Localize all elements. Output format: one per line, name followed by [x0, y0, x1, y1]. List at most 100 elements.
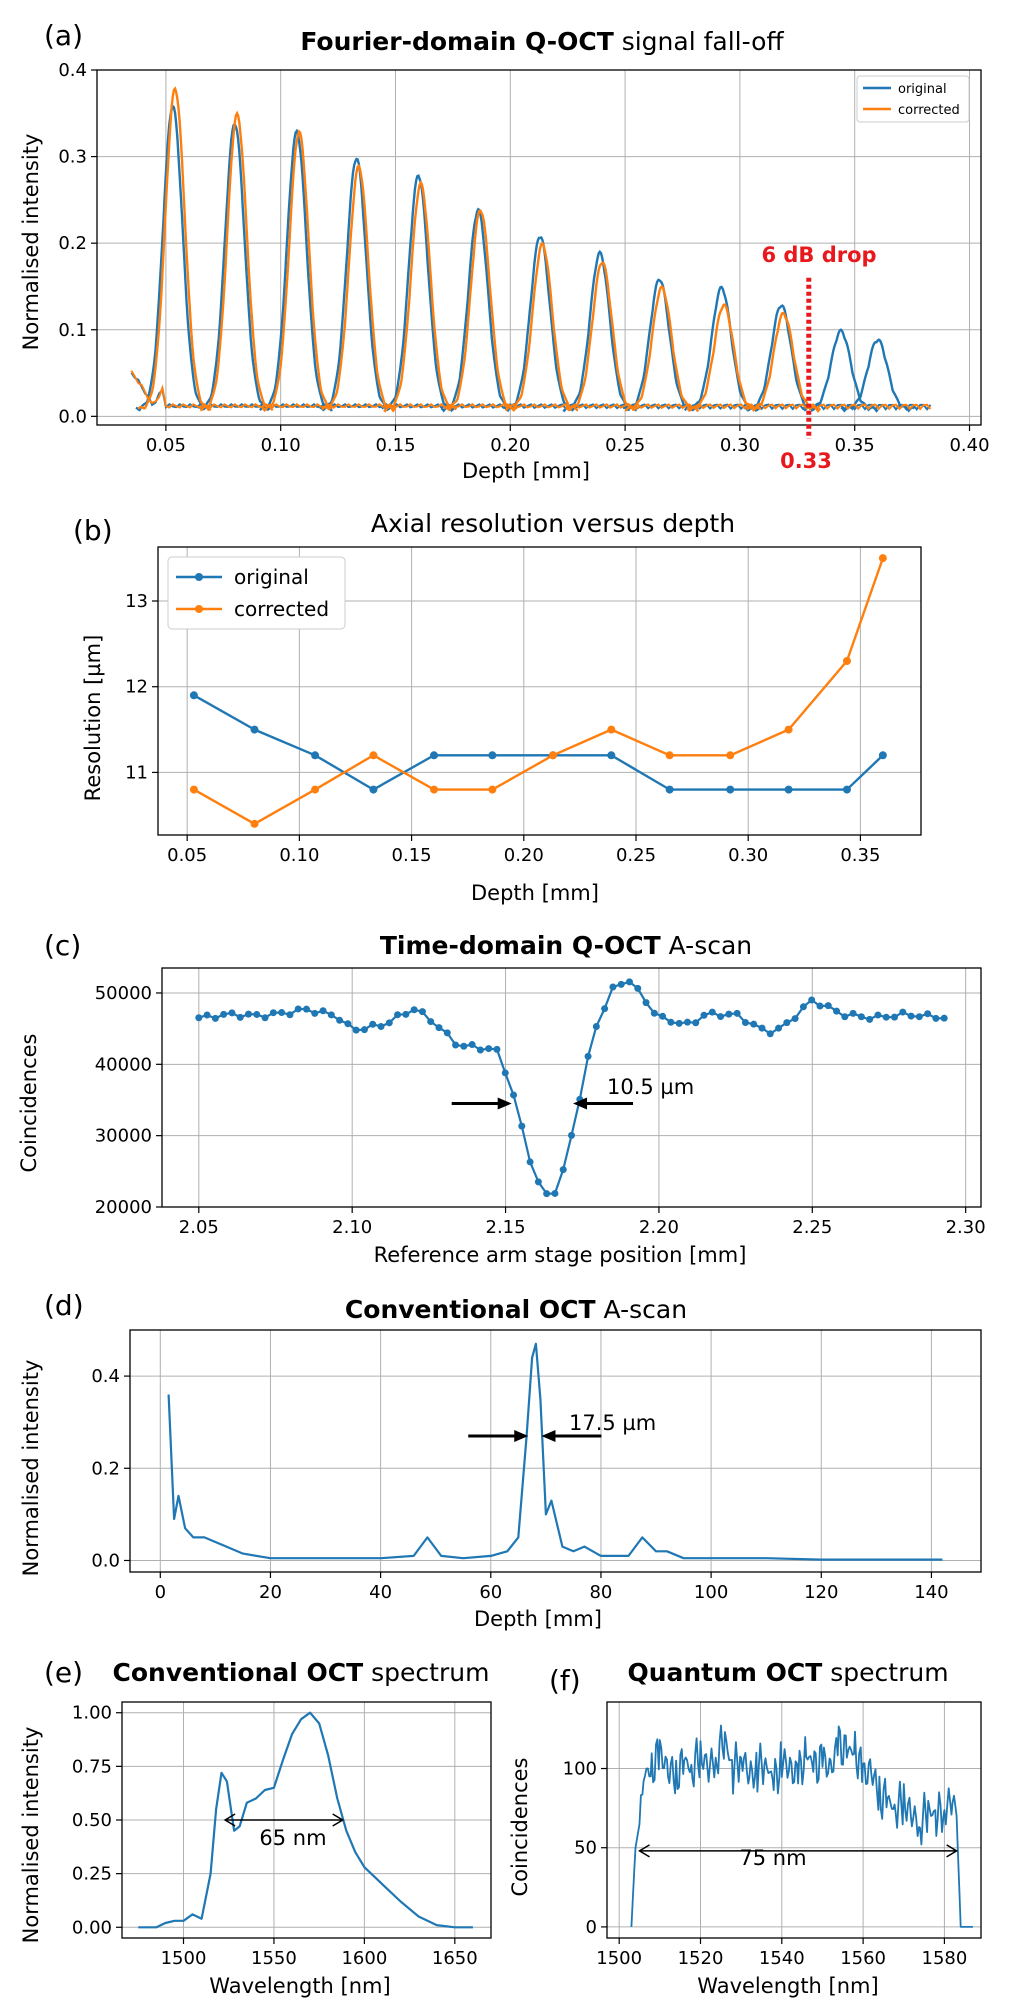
- data-point-c: [692, 1019, 700, 1027]
- data-point-c: [857, 1013, 865, 1021]
- x-tick-label-e: 1550: [251, 1948, 297, 1969]
- data-point-c: [551, 1189, 559, 1197]
- x-tick-label-c: 2.30: [946, 1217, 986, 1238]
- plot-area-c: 2.05 2.10 2.15 2.20 2.25 2.30 20000 30000 40000 5…: [95, 967, 986, 1238]
- panel-label-c: (c): [44, 929, 81, 962]
- y-tick-label-e: 1.00: [72, 1703, 112, 1724]
- trace-peak-original: [503, 236, 577, 413]
- x-tick-label-e: 1650: [432, 1948, 478, 1969]
- data-point-c: [700, 1011, 708, 1019]
- data-point-c: [220, 1010, 228, 1018]
- data-point-original-b: [250, 725, 259, 734]
- data-point-c: [683, 1018, 691, 1026]
- data-point-original-b: [430, 751, 439, 760]
- trace-peak-corrected: [686, 303, 762, 413]
- x-tick-label-d: 100: [694, 1582, 728, 1603]
- y-axis-label-f: Coincidences: [508, 1757, 532, 1896]
- x-tick-label-a: 0.35: [835, 435, 875, 456]
- data-point-c: [319, 1007, 327, 1015]
- plot-area-e: 1500 1550 1600 1650 0.00 0.25 0.50 0.75 1.00: [72, 1701, 492, 1969]
- legend-label-original-b: original: [234, 565, 309, 589]
- x-tick-label-d: 80: [589, 1582, 612, 1603]
- legend-label-corrected-a: corrected: [898, 103, 960, 118]
- chart-title-d: Conventional OCT A-scan: [345, 1295, 687, 1324]
- y-tick-label-c: 40000: [95, 1054, 152, 1075]
- axes-frame-a: [96, 69, 982, 426]
- y-tick-label-a: 0.1: [58, 320, 87, 341]
- data-point-original-b: [842, 785, 851, 794]
- y-tick-label-f: 100: [563, 1759, 597, 1780]
- data-point-c: [261, 1014, 269, 1022]
- data-point-c: [833, 1007, 841, 1015]
- x-tick-label-a: 0.30: [720, 435, 760, 456]
- axes-frame-b: [157, 546, 922, 836]
- x-axis-label-f: Wavelength [nm]: [697, 1974, 878, 1998]
- series-line-e: [138, 1711, 473, 1929]
- panel-e: (e) Conventional OCT spectrum 1500 1550 16…: [19, 1656, 492, 1998]
- x-tick-label-f: 1520: [678, 1948, 724, 1969]
- data-point-original-b: [189, 691, 198, 700]
- data-point-original-b: [726, 785, 735, 794]
- data-point-c: [592, 1023, 600, 1031]
- data-point-c: [559, 1166, 567, 1174]
- x-tick-label-d: 140: [914, 1582, 948, 1603]
- data-point-c: [352, 1026, 360, 1034]
- x-tick-label-c: 2.15: [486, 1217, 526, 1238]
- width-arrowhead-right-c: [573, 1097, 588, 1110]
- data-point-c: [228, 1009, 236, 1017]
- width-label-c: 10.5 µm: [607, 1075, 694, 1099]
- x-tick-label-e: 1600: [341, 1948, 387, 1969]
- width-label-e: 65 nm: [259, 1826, 326, 1850]
- data-point-c: [775, 1024, 783, 1032]
- width-arrowhead-right-e: [332, 1813, 345, 1827]
- width-arrowhead-left-f: [638, 1844, 650, 1858]
- panel-label-b: (b): [73, 514, 113, 547]
- data-point-c: [882, 1013, 890, 1021]
- plot-area-b: 0.05 0.10 0.15 0.20 0.25 0.30 0.35 11 12 13: [125, 546, 922, 866]
- data-point-c: [327, 1011, 335, 1019]
- data-point-c: [568, 1131, 575, 1139]
- series-corrected-a: [130, 86, 932, 414]
- x-tick-label-c: 2.25: [792, 1217, 832, 1238]
- x-tick-label-d: 20: [259, 1582, 282, 1603]
- data-point-c: [336, 1016, 344, 1024]
- panel-c: (c) Time-domain Q-OCT A-scan 2.05 2.10 2.1…: [17, 929, 986, 1267]
- x-tick-label-a: 0.20: [490, 435, 530, 456]
- legend-frame-b: [167, 556, 346, 630]
- data-point-c: [750, 1020, 758, 1028]
- x-tick-label-d: 40: [369, 1582, 392, 1603]
- y-tick-label-b: 13: [125, 591, 148, 612]
- data-point-c: [302, 1005, 310, 1013]
- data-point-c: [543, 1190, 551, 1198]
- chart-title-a: Fourier-domain Q-OCT signal fall-off: [300, 27, 784, 56]
- data-point-corrected-b: [189, 785, 198, 794]
- data-point-corrected-b: [842, 657, 851, 665]
- x-tick-label-f: 1580: [922, 1948, 968, 1969]
- axes-frame-f: [606, 1701, 982, 1939]
- data-point-c: [808, 996, 816, 1004]
- x-tick-label-f: 1500: [596, 1948, 642, 1969]
- data-point-corrected-b: [878, 554, 887, 563]
- data-point-corrected-b: [607, 725, 616, 734]
- data-point-c: [791, 1015, 799, 1023]
- trace-peak-original: [135, 103, 209, 412]
- data-point-c: [269, 1009, 277, 1017]
- grid-c: [162, 968, 981, 1208]
- data-point-c: [601, 1005, 609, 1013]
- data-point-corrected-b: [250, 819, 259, 828]
- width-arrowhead-right-d: [541, 1430, 556, 1443]
- trace-peak-corrected: [199, 110, 274, 412]
- data-point-c: [741, 1018, 749, 1026]
- data-point-c: [402, 1010, 410, 1018]
- width-arrowhead-left-e: [223, 1813, 236, 1827]
- y-tick-label-e: 0.50: [72, 1810, 112, 1831]
- grid-f: [607, 1702, 981, 1938]
- panel-d: (d) Conventional OCT A-scan 0 20 40 60 80 100…: [19, 1289, 982, 1631]
- data-point-c: [932, 1014, 940, 1022]
- x-tick-label-c: 2.10: [332, 1217, 372, 1238]
- data-point-c: [675, 1019, 683, 1027]
- trace-peak-original: [259, 128, 333, 412]
- legend-label-original-a: original: [898, 82, 947, 97]
- data-point-c: [609, 983, 617, 991]
- trace-peak-corrected: [137, 86, 212, 411]
